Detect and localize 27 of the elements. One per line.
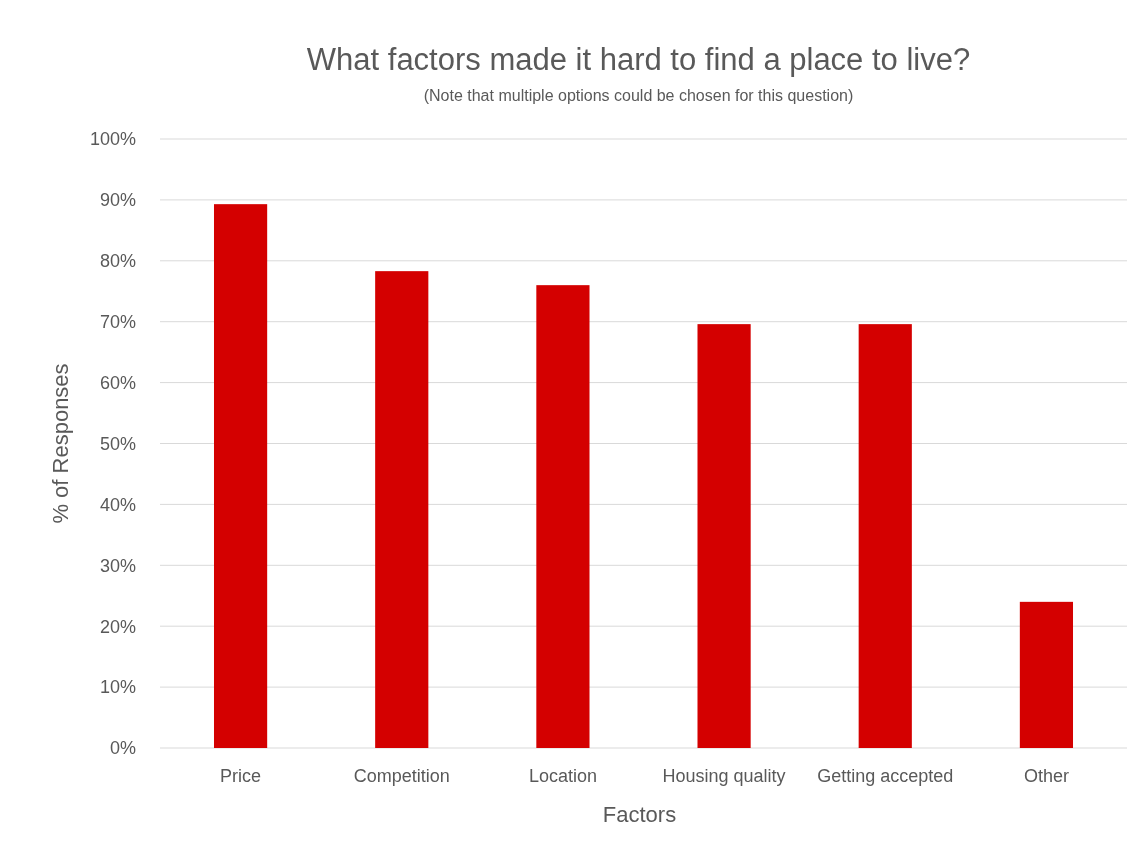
chart-title: What factors made it hard to find a place to live? — [306, 42, 971, 77]
y-tick-label: 70% — [99, 312, 136, 332]
x-tick-label: Other — [1023, 766, 1069, 786]
y-tick-label: 60% — [99, 372, 136, 393]
x-tick-label: Getting accepted — [817, 766, 954, 786]
y-tick-label: 80% — [99, 251, 136, 272]
bar — [697, 324, 751, 748]
x-tick-label: Housing quality — [662, 766, 786, 786]
y-tick-label: 40% — [99, 494, 136, 515]
y-tick-label: 20% — [99, 616, 136, 637]
bar — [213, 204, 268, 748]
y-tick-label: 50% — [99, 433, 136, 454]
bar — [375, 271, 429, 748]
chart-subtitle: (Note that multiple options could be chosen for this question) — [423, 87, 854, 104]
x-tick-label: Location — [528, 766, 597, 786]
y-tick-label: 30% — [99, 555, 136, 576]
x-tick-label: Price — [220, 766, 262, 786]
y-tick-label: 100% — [89, 129, 136, 150]
x-axis-title: Factors — [602, 802, 677, 827]
bar — [1019, 601, 1074, 748]
y-tick-label: 0% — [109, 738, 136, 759]
y-tick-label: 10% — [99, 677, 136, 698]
bar — [536, 285, 590, 748]
y-tick-label: 90% — [99, 190, 136, 211]
y-axis-title: % of Responses — [48, 363, 73, 524]
x-tick-label: Competition — [353, 766, 450, 786]
bar — [858, 324, 912, 748]
